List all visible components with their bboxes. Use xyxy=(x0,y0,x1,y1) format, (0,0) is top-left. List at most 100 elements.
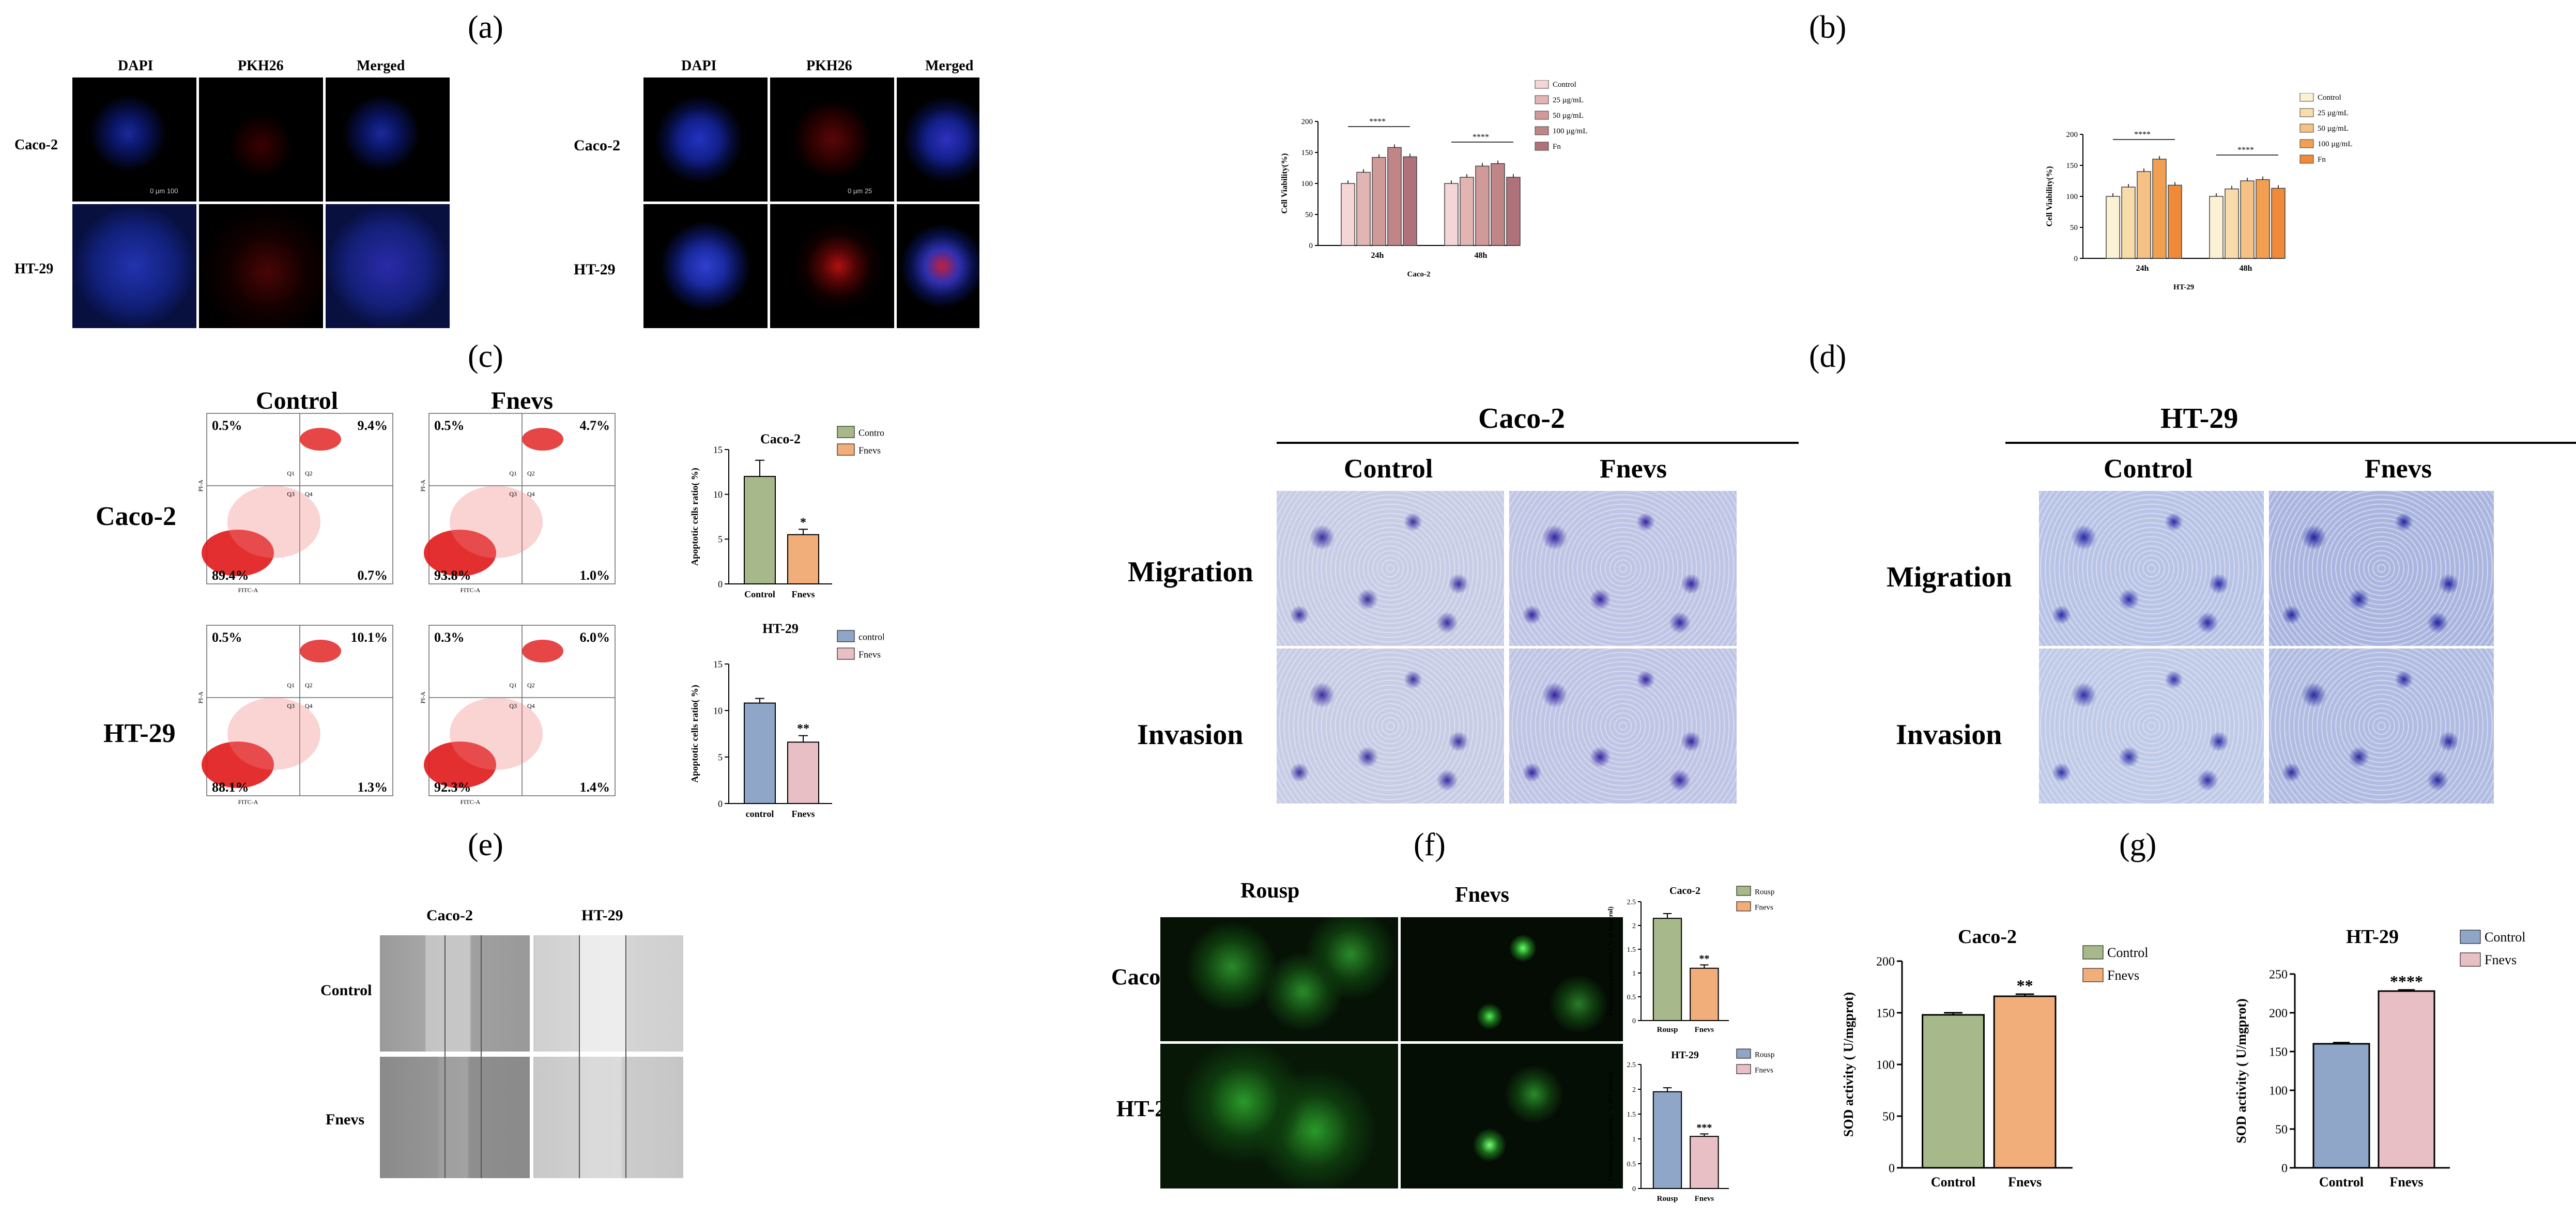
x-tick-label: Fnevs xyxy=(2390,1175,2424,1190)
flow-q1-label: Q1 xyxy=(287,682,295,689)
a-col-merged: Merged xyxy=(357,58,405,74)
flow-q1-value: 0.5% xyxy=(212,630,242,645)
y-tick-label: 50 xyxy=(1305,211,1313,219)
a2-micrograph-ht-pkh xyxy=(770,204,894,328)
y-tick-label: 50 xyxy=(2275,1123,2288,1136)
transwell-image xyxy=(1509,491,1737,646)
a-row-ht: HT-29 xyxy=(14,261,54,277)
legend-label: Fn xyxy=(1553,143,1561,151)
legend-swatch xyxy=(2299,155,2314,164)
legend-swatch xyxy=(837,630,855,642)
c-bar-caco: Caco-2 0 5 10 15 Apoptotic cells ratio( %) Con… xyxy=(689,426,884,599)
e-line-2 xyxy=(481,935,482,1178)
panel-d: Caco-2 HT-29 Control Fnevs Control Fnevs… xyxy=(1085,362,2576,827)
bar xyxy=(1403,156,1417,246)
bar xyxy=(1652,1091,1682,1189)
x-tick-label: Rousp xyxy=(1657,1026,1678,1034)
significance-label: ** xyxy=(797,722,809,736)
e-line-4 xyxy=(625,935,626,1178)
y-tick-label: 100 xyxy=(1876,1058,1895,1072)
legend-label: 100 µg/mL xyxy=(2318,140,2352,148)
panel-c: Control Fnevs Caco-2 HT-29 0.5% 9.4% 89.4%… xyxy=(0,362,982,827)
d-ht-col-fnevs: Fnevs xyxy=(2365,454,2432,484)
e-scratch-caco-control xyxy=(380,935,530,1052)
y-tick-label: 1 xyxy=(1632,1136,1636,1144)
panel-label-f: (f) xyxy=(1414,827,1446,862)
flow-q1-label: Q1 xyxy=(509,682,517,689)
legend-label: Fn xyxy=(2318,156,2326,164)
legend-swatch xyxy=(2299,123,2314,133)
legend-swatch xyxy=(1736,1064,1751,1074)
flow-scatter xyxy=(450,486,543,558)
chart-title: Caco-2 xyxy=(760,431,801,446)
bar xyxy=(1652,918,1682,1021)
legend-label: Control xyxy=(858,428,884,438)
bar xyxy=(2137,171,2151,259)
panel-f: Rousp Fnevs Caco-2 HT-29 xyxy=(1065,868,1633,1219)
y-tick-label: 0 xyxy=(1889,1162,1895,1175)
y-tick-label: 200 xyxy=(1301,118,1313,126)
bar xyxy=(1506,177,1521,246)
panel-a: DAPI PKH26 Merged Caco-2 HT-29 DAPI PKH2… xyxy=(0,0,982,336)
significance-label: **** xyxy=(2390,972,2423,991)
significance-label: ** xyxy=(1699,953,1709,964)
x-tick-label: control xyxy=(746,809,774,819)
flow-q3-value: 92.3% xyxy=(434,780,471,795)
y-tick-label: 0.5 xyxy=(1627,994,1636,1001)
chart-title: Caco-2 xyxy=(1669,885,1700,897)
a-micrograph-caco-merged xyxy=(326,78,450,202)
a2-micrograph-caco-dapi xyxy=(643,78,768,202)
e-line-1 xyxy=(444,935,446,1178)
panel-label-g: (g) xyxy=(2119,827,2157,862)
legend-label: 50 µg/mL xyxy=(2318,125,2349,133)
flow-q1-label: Q1 xyxy=(509,470,517,477)
d-group-caco: Caco-2 xyxy=(1478,403,1565,435)
a2-col-dapi: DAPI xyxy=(681,58,717,74)
y-tick-label: 200 xyxy=(2269,1007,2288,1020)
legend-label: Fnevs xyxy=(1755,1066,1773,1074)
flow-q2-value: 6.0% xyxy=(580,630,610,645)
legend-label: control xyxy=(858,632,884,642)
flow-y-axis-label: PI-A xyxy=(197,691,204,704)
y-tick-label: 200 xyxy=(1876,955,1895,968)
transwell-image xyxy=(2269,648,2494,804)
bar xyxy=(1356,172,1371,246)
y-tick-label: 150 xyxy=(1301,149,1313,157)
flow-scatter xyxy=(227,698,320,770)
y-axis-label: Fluorescence intensity ( % of Control) xyxy=(1606,1072,1614,1181)
y-tick-label: 0 xyxy=(1632,1017,1636,1025)
transwell-image xyxy=(1277,491,1504,646)
flow-plot: 0.5% 4.7% 93.8% 1.0% Q1 Q2 Q3 Q4 FITC-A PI-A xyxy=(419,413,616,594)
f-fluor-ht-fnevs xyxy=(1401,1044,1623,1188)
y-tick-label: 150 xyxy=(1876,1007,1895,1020)
x-axis-label: HT-29 xyxy=(2173,283,2194,291)
flow-q4-label: Q4 xyxy=(305,702,313,709)
legend-label: 25 µg/mL xyxy=(1553,96,1584,104)
legend-label: Control xyxy=(2485,930,2525,945)
a-micrograph-caco-dapi xyxy=(72,78,196,202)
a2-micrograph-caco-pkh xyxy=(770,78,894,202)
y-tick-label: 50 xyxy=(1882,1110,1895,1123)
panel-b-ht-chart: 0 50 100 150 200 Cell Viability(%) 24h **** 48h *… xyxy=(2045,93,2352,291)
chart-title: Caco-2 xyxy=(1958,926,2017,948)
bar xyxy=(1387,147,1402,246)
x-tick-label: Fnevs xyxy=(2008,1175,2042,1190)
y-tick-label: 100 xyxy=(1301,180,1313,188)
sig-label: **** xyxy=(2134,130,2151,139)
flow-scatter xyxy=(227,486,320,558)
flow-x-axis-label: FITC-A xyxy=(238,798,258,806)
flow-q4-value: 1.3% xyxy=(358,780,388,795)
bar xyxy=(1491,163,1505,246)
flow-y-axis-label: PI-A xyxy=(197,480,204,492)
a-micrograph-ht-dapi xyxy=(72,204,196,328)
y-axis-label: Apoptotic cells ratio( %) xyxy=(689,685,700,782)
y-tick-label: 0 xyxy=(1309,242,1313,250)
significance-label: ** xyxy=(2017,976,2033,995)
legend-swatch xyxy=(837,647,855,660)
y-tick-label: 150 xyxy=(2269,1045,2288,1059)
bar xyxy=(1690,1136,1719,1189)
x-tick-label: Control xyxy=(744,589,775,599)
e-row-control: Control xyxy=(320,982,372,999)
flow-y-axis-label: PI-A xyxy=(419,480,426,492)
chart-title: HT-29 xyxy=(2346,926,2399,948)
